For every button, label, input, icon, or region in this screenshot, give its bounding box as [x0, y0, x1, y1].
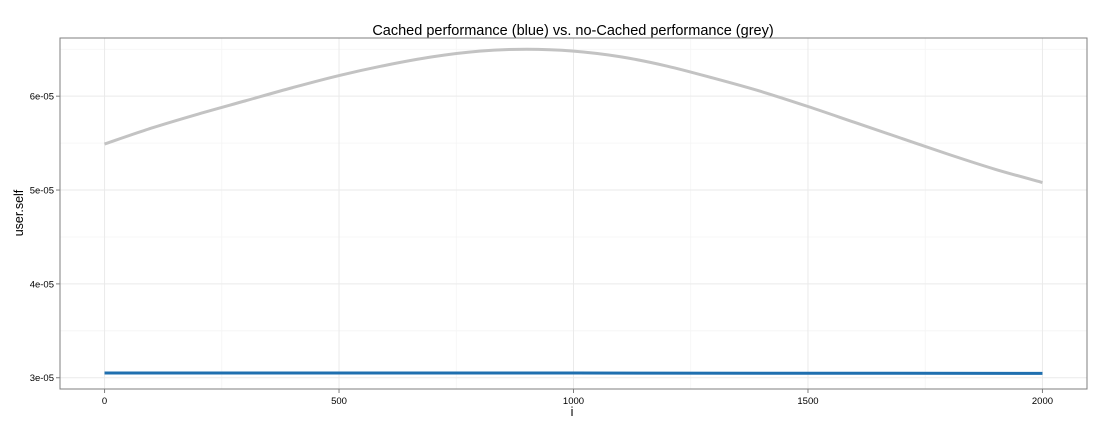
y-tick-label: 5e-05: [30, 186, 54, 197]
y-axis-title: user.self: [12, 189, 26, 236]
x-tick-label: 0: [102, 396, 107, 407]
series-layer: [104, 47, 1043, 375]
y-tick-label: 6e-05: [30, 92, 54, 103]
x-axis-title: i: [571, 405, 574, 419]
y-tick-label: 3e-05: [30, 373, 54, 384]
y-tick-label: 4e-05: [30, 279, 54, 290]
axes: 0 500 1000 1500 2000 3e-05 4e-05 5e-05 6e-05: [30, 92, 1053, 407]
grid: [60, 38, 1087, 389]
chart-title: Cached performance (blue) vs. no-Cached …: [372, 23, 773, 39]
series-line-grey: [104, 47, 1043, 184]
x-tick-label: 1500: [797, 396, 818, 407]
x-tick-label: 2000: [1032, 396, 1053, 407]
x-tick-label: 1000: [563, 396, 584, 407]
x-tick-label: 500: [331, 396, 347, 407]
